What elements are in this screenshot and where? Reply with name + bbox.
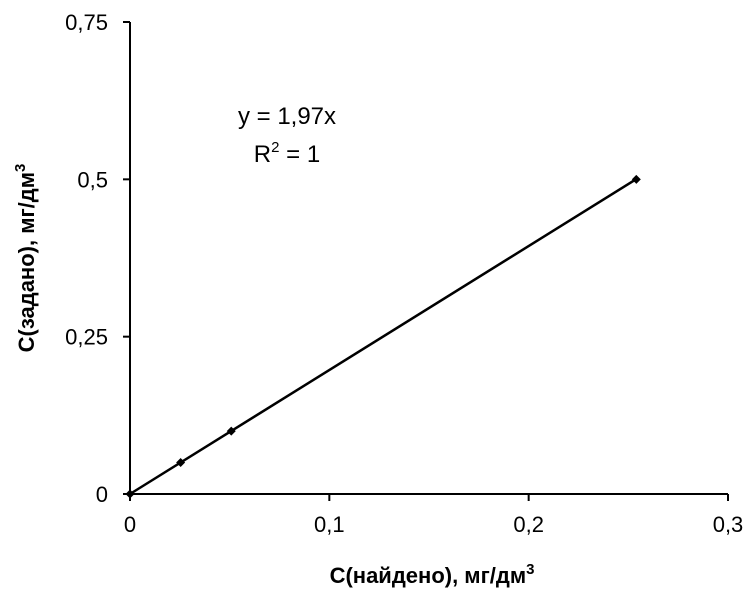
x-axis-title-text: С(найдено), мг/дм: [330, 563, 527, 588]
axes: [129, 22, 728, 495]
data-point: [125, 489, 135, 499]
y-axis-title: С(задано), мг/дм3: [12, 164, 39, 353]
r-squared-symbol: R: [254, 141, 271, 168]
x-tick-label: 0,2: [513, 512, 544, 537]
y-tick-label: 0: [96, 482, 108, 507]
y-axis-title-text: С(задано), мг/дм: [14, 172, 39, 352]
x-tick-label: 0,3: [713, 512, 744, 537]
x-tick-label: 0: [124, 512, 136, 537]
data-points: [125, 174, 641, 499]
r-squared-value: = 1: [279, 141, 320, 168]
x-tick-label: 0,1: [314, 512, 345, 537]
y-axis-title-superscript: 3: [12, 164, 29, 172]
data-point: [176, 458, 186, 468]
r-squared-label: R2 = 1: [254, 139, 320, 168]
data-point: [631, 174, 641, 184]
x-axis-title-superscript: 3: [526, 561, 534, 578]
trendline: [129, 178, 637, 496]
equation-label: y = 1,97x: [238, 103, 336, 130]
data-point: [226, 426, 236, 436]
y-tick-label: 0,25: [65, 325, 108, 350]
r-squared-superscript: 2: [271, 139, 279, 156]
y-tick-label: 0,75: [65, 10, 108, 35]
x-ticks: 0 0,1 0,2 0,3: [124, 494, 743, 537]
y-tick-label: 0,5: [77, 167, 108, 192]
y-ticks: 0 0,25 0,5 0,75: [65, 10, 130, 507]
x-axis-title: С(найдено), мг/дм3: [330, 561, 535, 588]
